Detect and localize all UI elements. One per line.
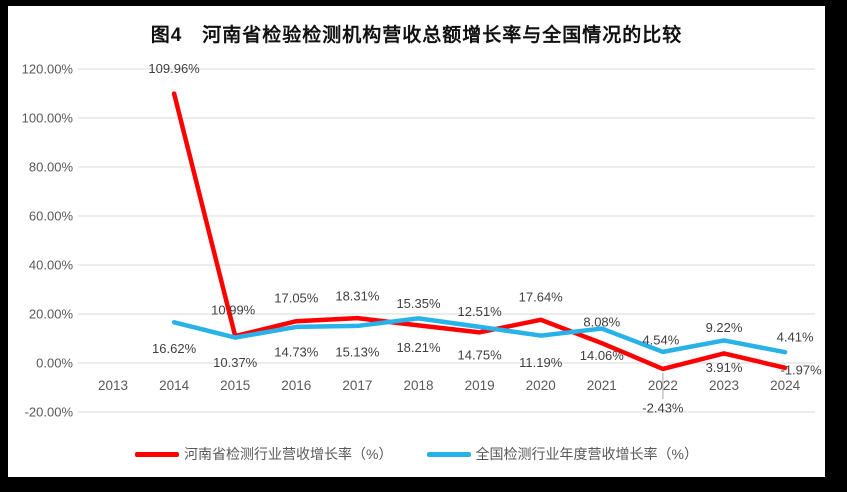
data-label: 17.05% [274,291,319,306]
data-label: 14.75% [458,347,503,362]
x-tick-label: 2015 [220,378,250,393]
data-label: 109.96% [148,61,200,76]
x-tick-label: 2018 [403,378,433,393]
data-label: 4.54% [642,332,679,347]
x-tick-label: 2021 [587,378,617,393]
data-label: 18.21% [396,340,441,355]
data-label: 17.64% [519,289,564,304]
legend: 河南省检测行业营收增长率（%） 全国检测行业年度营收增长率（%） [8,444,825,464]
x-tick-label: 2017 [342,378,372,393]
y-tick-label: 120.00% [22,62,74,77]
data-label: 3.91% [706,360,743,375]
x-tick-label: 2016 [281,378,311,393]
data-label: 16.62% [152,341,197,356]
data-label: 11.19% [519,355,563,370]
y-tick-label: -20.00% [25,405,74,420]
legend-item-national: 全国检测行业年度营收增长率（%） [426,444,698,464]
chart-title: 图4 河南省检验检测机构营收总额增长率与全国情况的比较 [150,25,683,46]
data-label: 4.41% [777,330,814,345]
data-label: 18.31% [335,289,380,304]
y-tick-label: 80.00% [29,160,74,175]
data-label: 14.73% [274,344,319,359]
x-tick-label: 2020 [526,378,556,393]
data-label: 15.35% [396,296,441,311]
series-line-national [171,316,788,355]
data-label: 15.13% [335,344,380,359]
series-line-henan [171,91,788,372]
line-plot: 120.00% 100.00% 80.00% 60.00% 40.00% 20.00% 0.… [22,61,822,420]
chart-canvas: 图4 河南省检验检测机构营收总额增长率与全国情况的比较 120.00% 100.0… [8,6,825,477]
x-tick-label: 2023 [709,378,739,393]
x-tick-label: 2019 [465,378,495,393]
data-label: 10.99% [211,303,256,318]
legend-label-henan: 河南省检测行业营收增长率（%） [184,446,393,462]
data-label: 8.08% [583,315,620,330]
x-tick-label: 2014 [159,378,190,393]
data-label: -2.43% [642,400,684,415]
red-line-swatch-icon [135,451,180,457]
y-tick-label: 100.00% [22,111,74,126]
data-label: 12.51% [458,304,503,319]
legend-label-national: 全国检测行业年度营收增长率（%） [475,446,698,462]
x-tick-label: 2024 [770,378,801,393]
data-label: 14.06% [580,348,625,363]
y-tick-label: 0.00% [36,356,73,371]
legend-item-henan: 河南省检测行业营收增长率（%） [135,444,393,464]
y-tick-label: 60.00% [29,209,74,224]
blue-line-swatch-icon [426,451,471,457]
y-tick-label: 40.00% [29,258,74,273]
data-label: 10.37% [213,355,258,370]
x-tick-label: 2013 [98,378,128,393]
data-label: 9.22% [706,320,743,335]
y-tick-label: 20.00% [29,307,74,322]
data-label: -1.97% [780,362,822,377]
